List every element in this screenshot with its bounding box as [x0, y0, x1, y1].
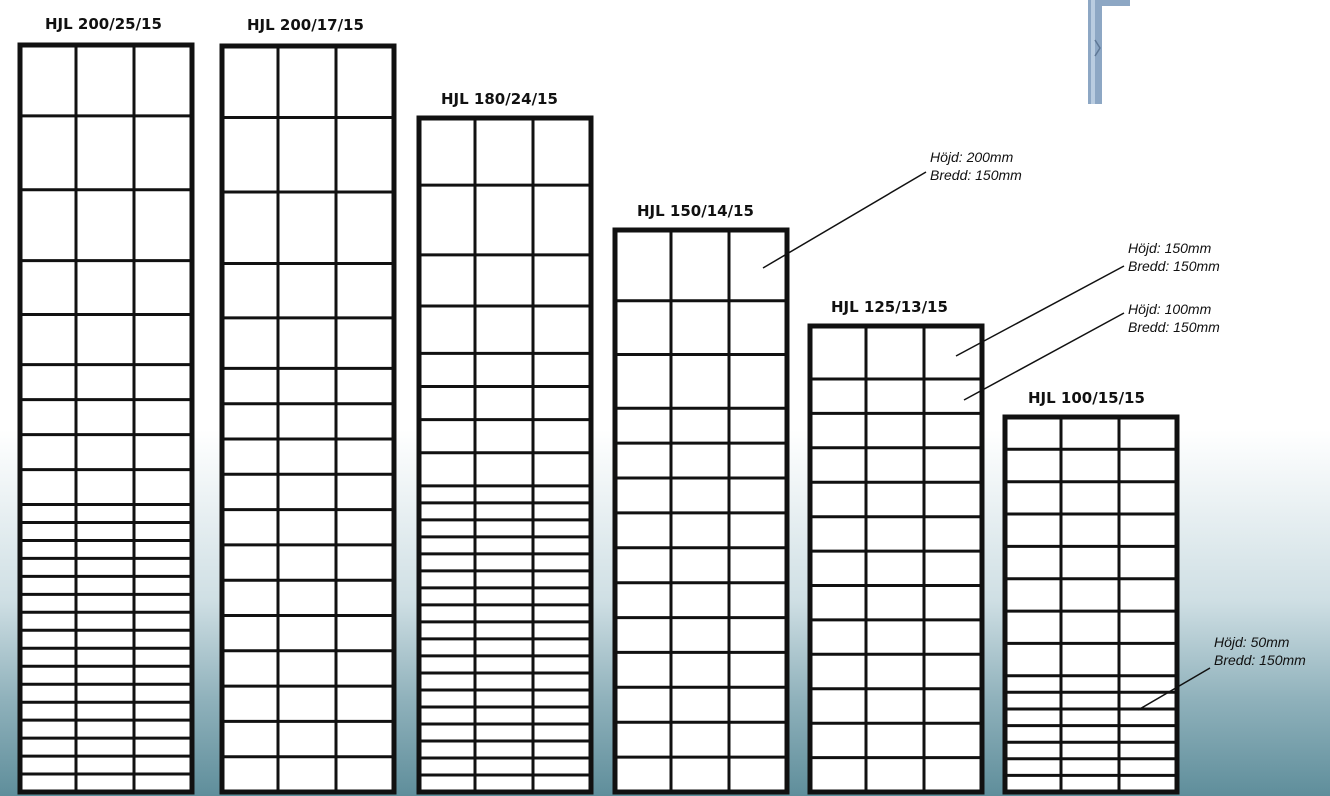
fence-panel-3 — [416, 115, 594, 795]
panel-label-6: HJL 100/15/15 — [1028, 389, 1145, 407]
fence-panel-6 — [1002, 414, 1180, 795]
mesh-height-text: Höjd: 150mm — [1128, 240, 1212, 256]
panel-frame — [219, 43, 397, 795]
mesh-annotation-100: Höjd: 100mm Bredd: 150mm — [1128, 300, 1220, 336]
fence-panel-4 — [612, 227, 790, 795]
mesh-width-text: Bredd: 150mm — [1128, 258, 1220, 274]
fence-panel-5 — [807, 323, 985, 795]
mesh-annotation-200: Höjd: 200mm Bredd: 150mm — [930, 148, 1022, 184]
fence-post-icon — [1082, 0, 1130, 104]
leader-line-100 — [963, 312, 1125, 401]
mesh-annotation-50: Höjd: 50mm Bredd: 150mm — [1214, 633, 1306, 669]
mesh-height-text: Höjd: 100mm — [1128, 301, 1212, 317]
panel-label-3: HJL 180/24/15 — [441, 90, 558, 108]
leader-line-150 — [955, 265, 1125, 357]
panel-label-1: HJL 200/25/15 — [45, 15, 162, 33]
panel-frame — [612, 227, 790, 795]
mesh-annotation-150: Höjd: 150mm Bredd: 150mm — [1128, 239, 1220, 275]
panel-label-5: HJL 125/13/15 — [831, 298, 948, 316]
panel-label-2: HJL 200/17/15 — [247, 16, 364, 34]
panel-frame — [807, 323, 985, 795]
mesh-width-text: Bredd: 150mm — [1128, 319, 1220, 335]
fence-panel-2 — [219, 43, 397, 795]
leader-line-200 — [762, 171, 927, 269]
leader-line-50 — [1137, 667, 1211, 711]
fence-panel-1 — [17, 42, 195, 795]
mesh-width-text: Bredd: 150mm — [1214, 652, 1306, 668]
panel-frame — [1002, 414, 1180, 795]
panel-label-4: HJL 150/14/15 — [637, 202, 754, 220]
mesh-height-text: Höjd: 50mm — [1214, 634, 1290, 650]
panel-frame — [416, 115, 594, 795]
mesh-width-text: Bredd: 150mm — [930, 167, 1022, 183]
mesh-height-text: Höjd: 200mm — [930, 149, 1014, 165]
